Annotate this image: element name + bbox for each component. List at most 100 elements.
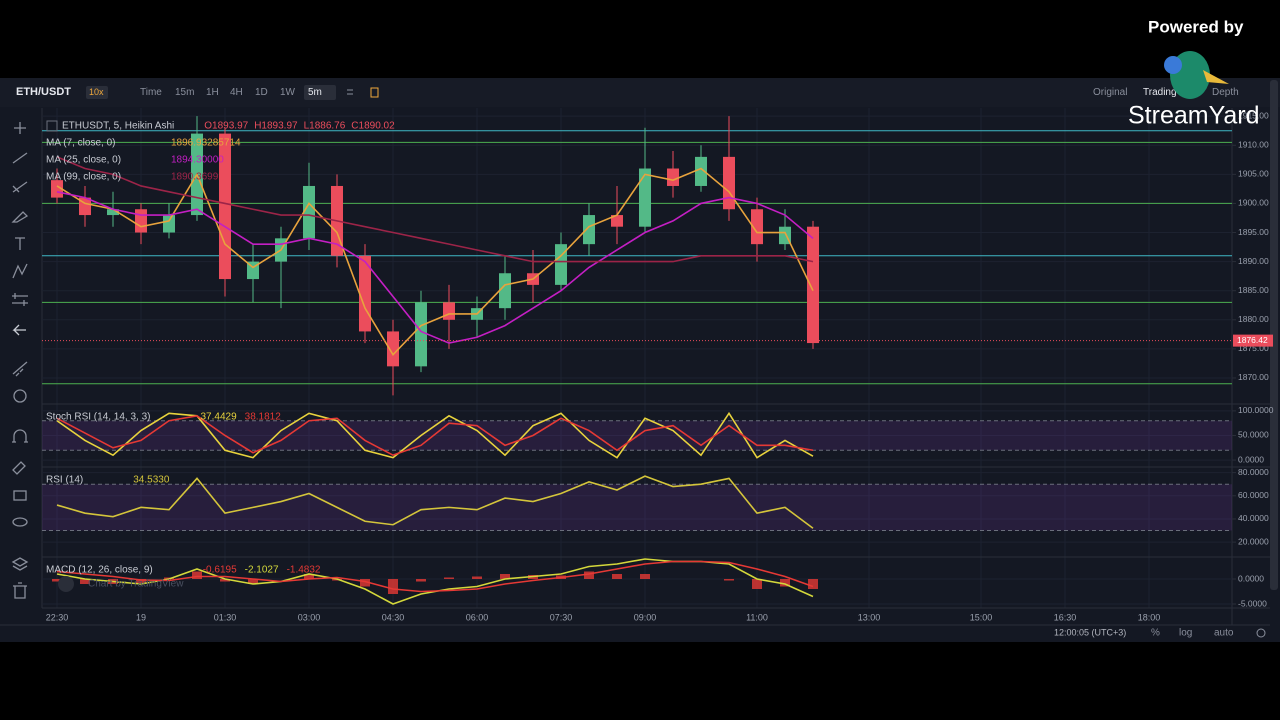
- series-line: [56, 560, 814, 593]
- y-tick-label: 0.0000: [1238, 454, 1264, 464]
- candle-body: [107, 209, 119, 216]
- y-tick-label: 1885.00: [1238, 285, 1269, 295]
- series-value: 37.4429: [201, 412, 238, 423]
- indicators-icon[interactable]: [347, 89, 353, 95]
- draw-lock-tool[interactable]: [12, 461, 26, 475]
- histogram-bar: [472, 576, 482, 579]
- candle-body: [723, 156, 735, 210]
- x-tick-label: 01:30: [214, 612, 237, 622]
- leverage[interactable]: 10x: [89, 87, 104, 97]
- last-price-box: [1233, 334, 1273, 347]
- series-name: MA (7, close, 0): [46, 138, 115, 149]
- y-tick-label: 1880.00: [1238, 314, 1269, 324]
- x-tick-label: 04:30: [382, 612, 405, 622]
- histogram-bar: [808, 579, 818, 589]
- legend-icon: [46, 120, 58, 132]
- x-tick-label: 15:00: [970, 612, 993, 622]
- candle-body: [499, 273, 511, 309]
- histogram-bar: [248, 579, 258, 584]
- x-tick-label: 19: [136, 612, 146, 622]
- view-tab[interactable]: Original: [1093, 87, 1127, 98]
- symbol[interactable]: ETH/USDT: [16, 86, 71, 98]
- series-name: MA (99, close, 0): [46, 172, 121, 183]
- fib-tool[interactable]: [12, 181, 28, 193]
- y-tick-label: 1895.00: [1238, 227, 1269, 237]
- crosshair-tool[interactable]: [14, 122, 26, 134]
- trendline-tool[interactable]: [12, 152, 28, 164]
- trash-tool[interactable]: [13, 582, 27, 599]
- scale-option[interactable]: log: [1179, 628, 1192, 639]
- active-interval-box[interactable]: [304, 85, 336, 100]
- series-value: -2.1027: [245, 565, 279, 576]
- interval[interactable]: 1D: [255, 87, 268, 98]
- x-tick-label: 22:30: [46, 612, 69, 622]
- series-value: -0.6195: [203, 565, 237, 576]
- series-value: 34.5330: [133, 475, 170, 486]
- candle-body: [303, 185, 315, 239]
- save-icon[interactable]: [370, 87, 379, 98]
- visibility-tool[interactable]: [12, 517, 28, 527]
- histogram-bar: [360, 579, 370, 587]
- y-tick-label: 1910.00: [1238, 139, 1269, 149]
- interval-bar: Time 15m 1H 4H 1D 1W: [140, 87, 296, 98]
- pane-title: RSI (14): [46, 475, 83, 486]
- credit: Chart by TradingView: [88, 579, 184, 590]
- magnet-tool[interactable]: [12, 429, 28, 443]
- leverage-box[interactable]: [86, 86, 108, 99]
- histogram-bar: [444, 577, 454, 579]
- zoom-tool[interactable]: [13, 389, 27, 403]
- settings-icon[interactable]: [1256, 628, 1266, 638]
- histogram-bar: [52, 579, 62, 582]
- ohlc-label: L1886.76: [304, 121, 346, 132]
- text-tool[interactable]: [15, 237, 25, 250]
- histogram-bar: [304, 574, 314, 579]
- series-name: MA (25, close, 0): [46, 155, 121, 166]
- ohlc-label: O1893.97: [204, 121, 248, 132]
- view-tab[interactable]: TradingView: [1143, 87, 1199, 98]
- interval[interactable]: 1W: [280, 87, 296, 98]
- candle-body: [667, 168, 679, 186]
- lock-tool[interactable]: [13, 490, 27, 501]
- interval[interactable]: 15m: [175, 87, 194, 98]
- layers-tool[interactable]: [11, 557, 29, 571]
- interval[interactable]: 1H: [206, 87, 219, 98]
- measure-tool[interactable]: [12, 293, 28, 306]
- candle-body: [583, 215, 595, 245]
- active-interval[interactable]: 5m: [308, 87, 322, 98]
- histogram-bar: [500, 574, 510, 579]
- ruler-tool[interactable]: [12, 361, 28, 377]
- series-value: 1890.3699: [171, 172, 219, 183]
- plot-area: 22:30 19 01:30 03:00 04:30 06:00 07:30 09:00 11:…: [0, 108, 1274, 626]
- scale-option[interactable]: %: [1151, 628, 1160, 639]
- pane-title: MACD (12, 26, close, 9): [46, 565, 153, 576]
- histogram-bar: [136, 579, 146, 583]
- pane-title: ETHUSDT, 5, Heikin Ashi: [62, 121, 174, 132]
- back-tool[interactable]: [12, 324, 26, 336]
- series-line: [56, 156, 814, 263]
- candle-body: [443, 302, 455, 320]
- candle-body: [51, 180, 63, 198]
- scale-option[interactable]: auto: [1214, 628, 1234, 639]
- y-tick-label: 40.0000: [1238, 513, 1269, 523]
- candle-body: [163, 215, 175, 233]
- x-tick-label: 03:00: [298, 612, 321, 622]
- histogram-bar: [388, 579, 398, 594]
- series-line: [56, 475, 814, 529]
- brand: StreamYard: [1128, 102, 1260, 130]
- view-tab[interactable]: Depth: [1212, 87, 1239, 98]
- pane-title: Stoch RSI (14, 14, 3, 3): [46, 412, 151, 423]
- brush-tool[interactable]: [11, 211, 29, 223]
- candle-body: [751, 209, 763, 245]
- scrollbar: [1270, 80, 1278, 590]
- candle-body: [135, 209, 147, 233]
- pattern-tool[interactable]: [12, 263, 28, 279]
- y-tick-label: 0.0000: [1238, 573, 1264, 583]
- y-tick-label: 1915.00: [1238, 110, 1269, 120]
- histogram-bar: [780, 579, 790, 587]
- interval[interactable]: Time: [140, 87, 162, 98]
- tool-column: [11, 122, 29, 599]
- x-tick-label: 16:30: [1054, 612, 1077, 622]
- interval[interactable]: 4H: [230, 87, 243, 98]
- histogram-bar: [192, 571, 202, 579]
- x-tick-label: 07:30: [550, 612, 573, 622]
